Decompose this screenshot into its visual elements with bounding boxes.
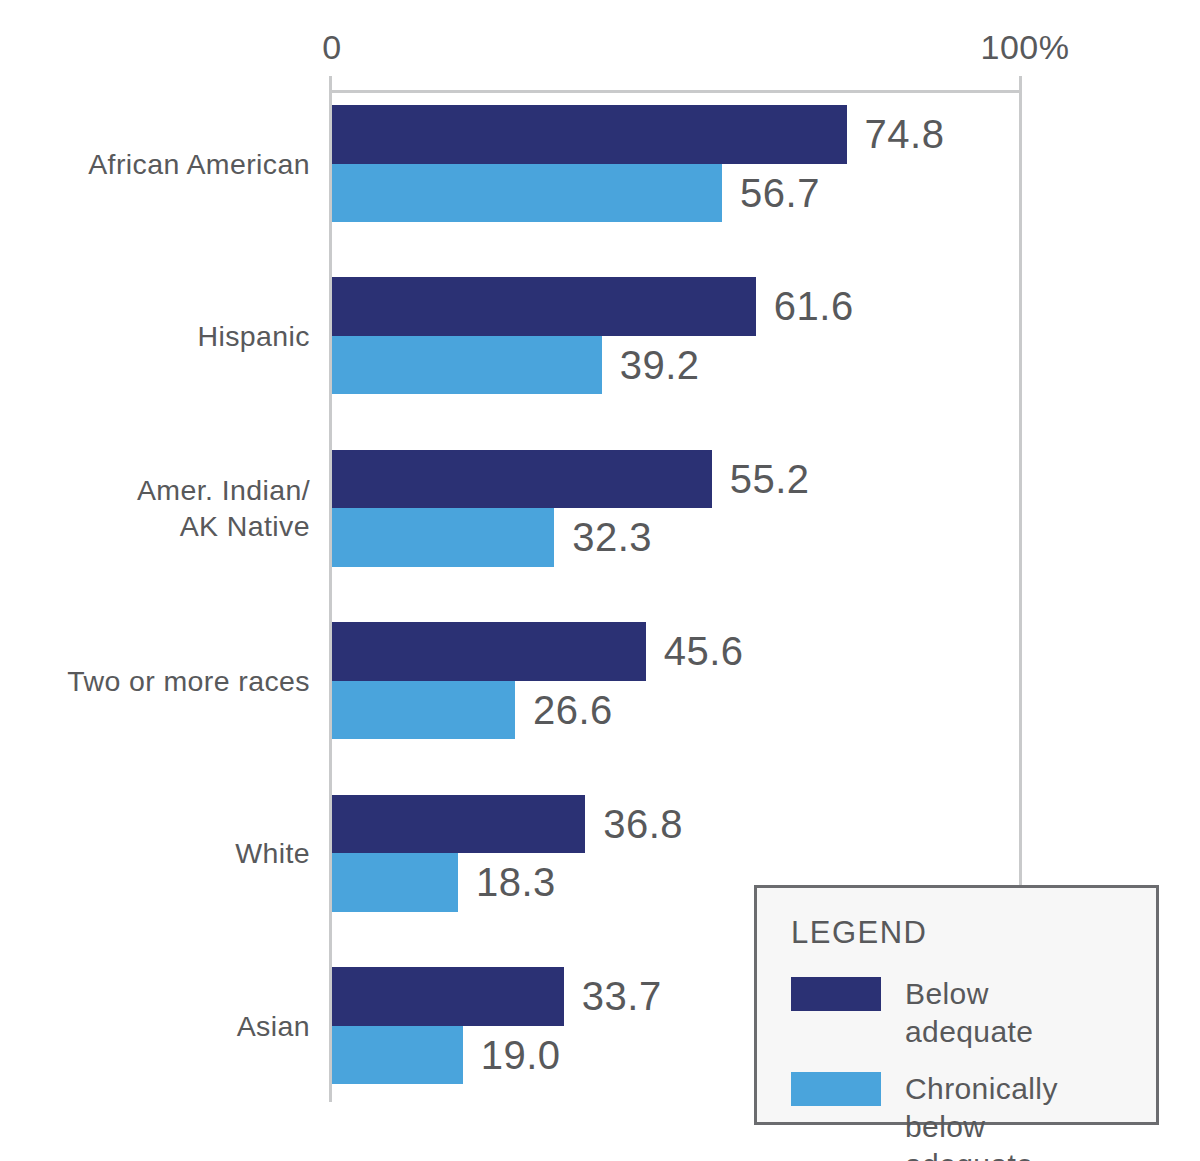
bar-chronically_below — [332, 853, 458, 912]
value-label: 61.6 — [774, 277, 854, 336]
axis-line-top — [332, 90, 1020, 93]
bar-below_adequate — [332, 795, 585, 854]
value-label: 55.2 — [730, 450, 810, 509]
value-label: 56.7 — [740, 164, 820, 223]
legend-label: Below adequate — [905, 975, 1122, 1051]
bar-chronically_below — [332, 508, 554, 567]
value-label: 36.8 — [603, 795, 683, 854]
value-label: 19.0 — [481, 1026, 561, 1085]
legend-title: LEGEND — [791, 915, 1122, 951]
value-label: 18.3 — [476, 853, 556, 912]
grouped-bar-chart: 0 100% African American 74.8 56.7 Hispanic 6… — [0, 0, 1200, 1161]
bar-below_adequate — [332, 105, 847, 164]
category-label: African American — [0, 146, 310, 182]
category-label: Hispanic — [0, 318, 310, 354]
legend-item: Below adequate — [791, 975, 1122, 1051]
axis-tick-label-min: 0 — [312, 28, 352, 67]
value-label: 32.3 — [572, 508, 652, 567]
legend-swatch-chronically-below-adequate — [791, 1072, 881, 1106]
legend: LEGEND Below adequate Chronically below … — [754, 885, 1159, 1125]
axis-line-left — [329, 76, 332, 1102]
legend-label: Chronically below adequate — [905, 1070, 1122, 1161]
value-label: 26.6 — [533, 681, 613, 740]
bar-chronically_below — [332, 336, 602, 395]
value-label: 33.7 — [582, 967, 662, 1026]
bar-chronically_below — [332, 164, 722, 223]
axis-tick-label-max: 100% — [955, 28, 1095, 67]
value-label: 45.6 — [664, 622, 744, 681]
bar-below_adequate — [332, 967, 564, 1026]
category-label: Amer. Indian/ AK Native — [0, 472, 310, 544]
category-label: White — [0, 835, 310, 871]
bar-below_adequate — [332, 622, 646, 681]
bar-below_adequate — [332, 450, 712, 509]
bar-chronically_below — [332, 1026, 463, 1085]
value-label: 39.2 — [620, 336, 700, 395]
bar-chronically_below — [332, 681, 515, 740]
legend-swatch-below-adequate — [791, 977, 881, 1011]
category-label: Two or more races — [0, 663, 310, 699]
bar-below_adequate — [332, 277, 756, 336]
value-label: 74.8 — [865, 105, 945, 164]
category-label: Asian — [0, 1008, 310, 1044]
legend-item: Chronically below adequate — [791, 1070, 1122, 1161]
